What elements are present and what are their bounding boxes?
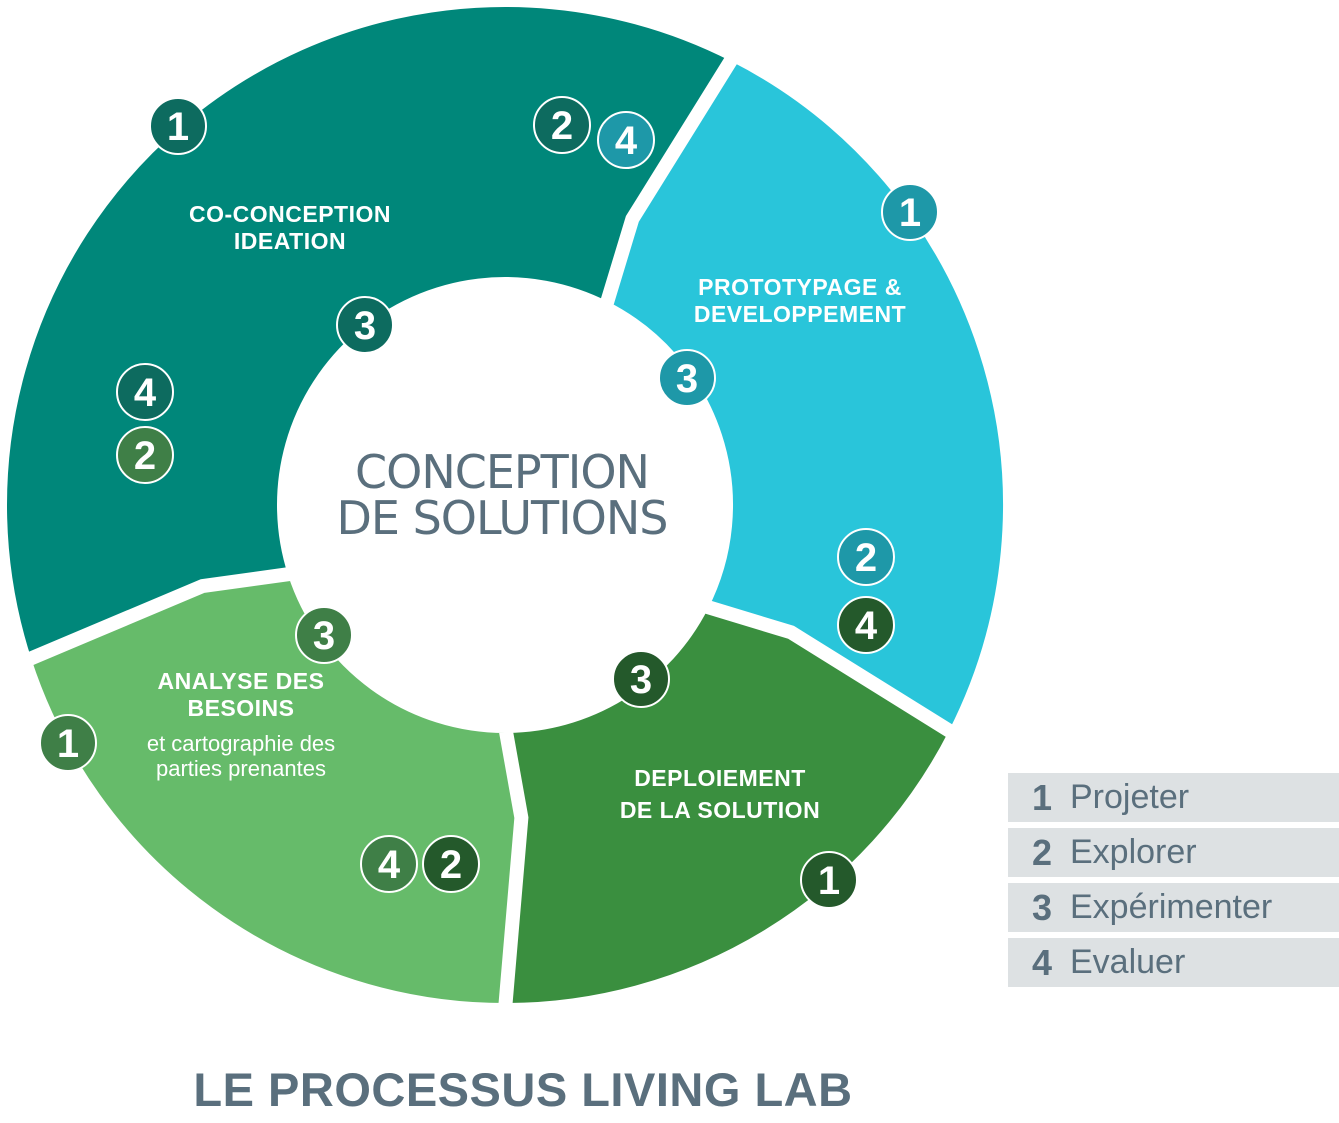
step-badge-number: 3 <box>313 614 335 658</box>
step-badge-number: 3 <box>354 304 376 348</box>
segment-label: DEPLOIEMENT DE LA SOLUTION <box>620 765 820 823</box>
step-badge-number: 2 <box>440 843 462 887</box>
legend-item-experimenter: 3 Expérimenter <box>1008 883 1339 932</box>
step-badge-1: 1 <box>881 183 939 241</box>
segment-title-line: DEPLOIEMENT <box>634 765 806 791</box>
legend-item-projeter: 1 Projeter <box>1008 773 1339 822</box>
step-badge-number: 4 <box>134 371 157 415</box>
step-badge-2: 2 <box>422 835 480 893</box>
step-badge-4: 4 <box>116 363 174 421</box>
legend-number: 1 <box>1032 776 1053 818</box>
step-badge-4: 4 <box>597 111 655 169</box>
step-badge-number: 1 <box>818 859 840 903</box>
segment-subtitle-line: parties prenantes <box>156 756 326 781</box>
step-badge-number: 3 <box>676 357 698 401</box>
legend-label: Projeter <box>1070 778 1190 816</box>
step-badge-number: 4 <box>615 119 638 163</box>
legend-item-explorer: 2 Explorer <box>1008 828 1339 877</box>
segment-title-line: BESOINS <box>187 695 294 721</box>
step-badge-4: 4 <box>360 835 418 893</box>
legend-number: 4 <box>1032 941 1053 983</box>
step-badge-number: 4 <box>378 843 401 887</box>
legend-label: Evaluer <box>1070 943 1186 981</box>
center-label: CONCEPTION DE SOLUTIONS <box>336 445 668 545</box>
legend-label: Explorer <box>1070 833 1197 871</box>
center-label-line2: DE SOLUTIONS <box>336 491 667 545</box>
legend-label: Expérimenter <box>1070 888 1273 926</box>
step-badge-number: 2 <box>551 104 573 148</box>
step-badge-3: 3 <box>612 650 670 708</box>
center-circle <box>284 284 726 726</box>
step-badge-3: 3 <box>295 606 353 664</box>
step-badge-1: 1 <box>800 851 858 909</box>
segment-title-line: IDEATION <box>234 228 346 254</box>
step-badge-number: 2 <box>134 434 156 478</box>
step-badge-1: 1 <box>149 97 207 155</box>
step-badge-2: 2 <box>533 96 591 154</box>
segment-title-line: DEVELOPPEMENT <box>694 301 906 327</box>
step-badge-number: 2 <box>855 536 877 580</box>
segment-title-line: ANALYSE DES <box>158 668 325 694</box>
legend-item-evaluer: 4 Evaluer <box>1008 938 1339 987</box>
legend-number: 3 <box>1032 886 1053 928</box>
segment-title-line: CO-CONCEPTION <box>189 201 391 227</box>
legend-number: 2 <box>1032 831 1053 873</box>
segment-title-line: PROTOTYPAGE & <box>698 274 902 300</box>
step-badge-number: 1 <box>899 191 921 235</box>
segment-label: PROTOTYPAGE &DEVELOPPEMENT <box>694 274 906 327</box>
segment-title-line: DE LA SOLUTION <box>620 797 820 823</box>
step-badge-1: 1 <box>39 714 97 772</box>
page-title: LE PROCESSUS LIVING LAB <box>193 1063 853 1116</box>
step-badge-2: 2 <box>837 528 895 586</box>
center-label-line1: CONCEPTION <box>355 445 649 499</box>
step-badge-3: 3 <box>658 349 716 407</box>
step-badge-3: 3 <box>336 296 394 354</box>
step-badge-4: 4 <box>837 596 895 654</box>
step-badge-number: 4 <box>855 604 878 648</box>
segment-subtitle-line: et cartographie des <box>147 731 335 756</box>
step-badge-2: 2 <box>116 426 174 484</box>
step-badge-number: 1 <box>57 722 79 766</box>
step-badge-number: 1 <box>167 105 189 149</box>
legend: 1 Projeter 2 Explorer 3 Expérimenter 4 E… <box>1008 773 1339 993</box>
step-badge-number: 3 <box>630 658 652 702</box>
